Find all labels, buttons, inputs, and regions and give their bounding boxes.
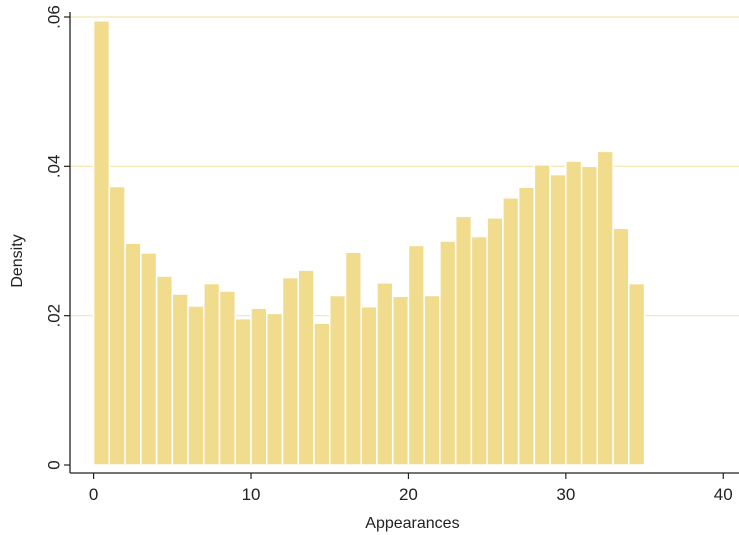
histogram-bar-23 [454, 215, 473, 466]
x-axis-title: Appearances [365, 515, 459, 532]
histogram-bar-1 [108, 185, 126, 466]
y-axis-title: Density [9, 234, 26, 287]
histogram-bar-29 [549, 173, 567, 466]
histogram-bar-12 [281, 276, 299, 466]
histogram-bar-28 [533, 164, 551, 466]
gridlines [70, 16, 739, 317]
histogram-bar-16 [344, 251, 362, 466]
y-tick-label-2: .04 [45, 155, 64, 179]
bars [92, 19, 646, 466]
histogram-bar-10 [250, 307, 268, 466]
y-tick-label-0: 0 [45, 460, 64, 469]
ticks: 0 10 20 30 40 0 .02 .04 .06 [45, 5, 733, 504]
histogram-bar-7 [203, 282, 221, 466]
histogram-bar-33 [612, 227, 630, 466]
histogram-bar-17 [360, 305, 378, 466]
histogram-bar-8 [218, 290, 237, 466]
histogram-bar-15 [328, 294, 347, 466]
histogram-bar-31 [580, 165, 599, 466]
histogram-bar-5 [171, 293, 189, 466]
histogram-bar-2 [124, 242, 142, 466]
histogram-bar-13 [297, 269, 315, 466]
histogram-bar-24 [470, 235, 488, 466]
x-tick-label-2: 20 [399, 485, 418, 504]
histogram-bar-27 [517, 186, 536, 466]
histogram-bar-11 [266, 312, 284, 466]
histogram-bar-26 [502, 196, 520, 466]
axes [69, 12, 739, 474]
histogram-bar-20 [407, 244, 425, 466]
histogram-bar-14 [313, 322, 331, 466]
histogram-bar-18 [376, 282, 394, 466]
x-tick-label-0: 0 [89, 485, 98, 504]
histogram-bar-4 [155, 275, 174, 466]
histogram-bar-6 [187, 305, 205, 466]
histogram-bar-32 [596, 150, 614, 466]
y-tick-label-1: .02 [45, 304, 64, 328]
histogram-bar-34 [628, 282, 646, 466]
histogram-bar-25 [486, 217, 504, 466]
histogram-bar-9 [234, 317, 252, 466]
histogram-bar-19 [391, 295, 410, 466]
y-tick-label-3: .06 [45, 5, 64, 29]
histogram-bar-21 [423, 294, 441, 466]
histogram-bar-3 [140, 252, 158, 466]
x-tick-label-3: 30 [556, 485, 575, 504]
histogram-bar-22 [439, 240, 457, 466]
histogram-bar-0 [92, 19, 111, 466]
x-tick-label-4: 40 [714, 485, 733, 504]
histogram-bar-30 [565, 160, 583, 466]
x-tick-label-1: 10 [242, 485, 261, 504]
